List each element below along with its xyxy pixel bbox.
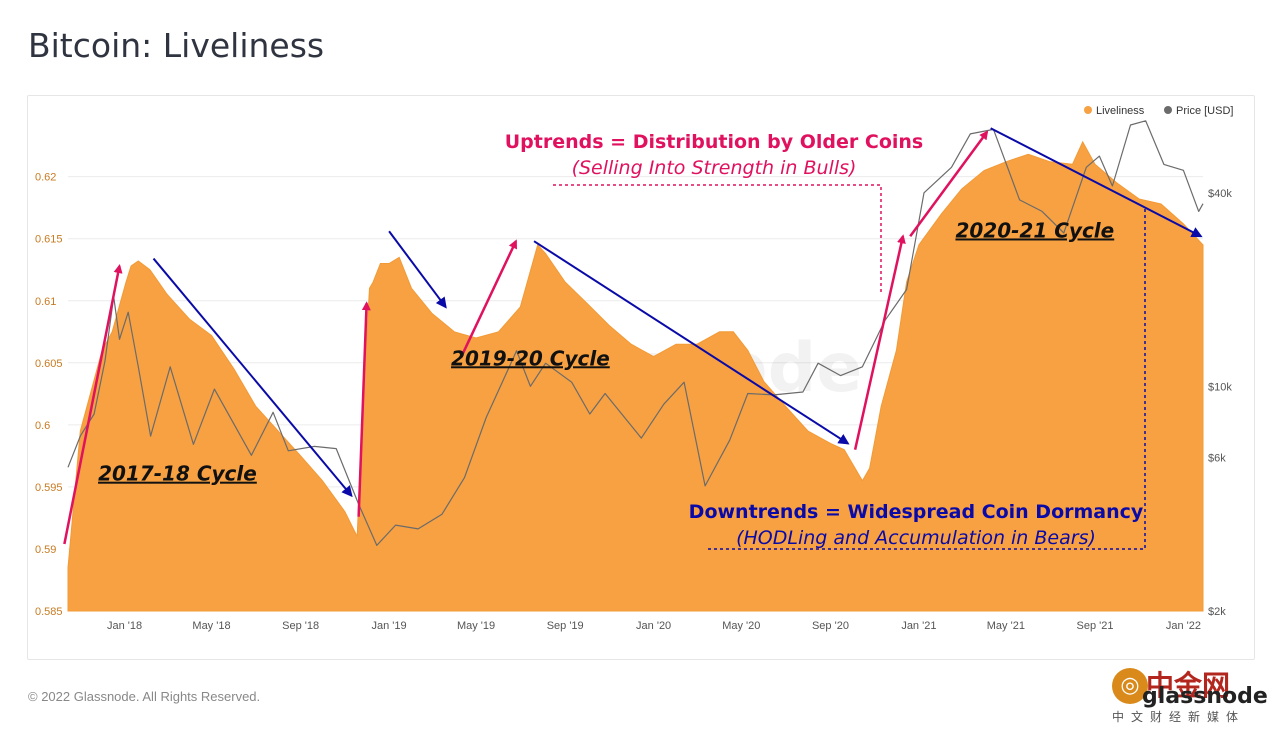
y-left-tick-label: 0.585	[35, 606, 63, 618]
y-left-tick-label: 0.615	[35, 234, 63, 246]
uptrend-arrow	[853, 234, 906, 450]
logo-brand: 中金网	[1146, 669, 1231, 702]
y-left-tick-label: 0.59	[35, 544, 56, 556]
x-tick-label: Sep '18	[282, 620, 319, 632]
cycle-label-1: 2019-20 Cycle	[451, 346, 610, 370]
x-tick-label: Jan '22	[1166, 620, 1201, 632]
downtrend-arrow	[152, 257, 353, 498]
cycle-label-2: 2020-21 Cycle	[955, 218, 1114, 242]
media-logo: ◎ 中金网 glassnode 中文财经新媒体	[1112, 662, 1268, 732]
x-tick-label: May '18	[192, 620, 230, 632]
uptrend-callout-line	[553, 184, 882, 292]
x-tick-label: May '20	[722, 620, 760, 632]
y-left-tick-label: 0.61	[35, 296, 56, 308]
legend-dot-price	[1164, 106, 1172, 114]
y-left-tick-label: 0.62	[35, 172, 56, 184]
axes: 0.585 0.59 0.595 0.6 0.605 0.61 0.615 0.62 $2k $6…	[35, 172, 1232, 632]
liveliness-series	[67, 140, 1204, 612]
logo-badge-icon: ◎	[1112, 668, 1148, 704]
legend-label-liveliness: Liveliness	[1096, 105, 1145, 117]
y-right-tick-label: $10k	[1208, 381, 1232, 393]
x-tick-label: Jan '21	[901, 620, 936, 632]
y-right-tick-label: $6k	[1208, 453, 1226, 465]
x-tick-label: Jan '20	[636, 620, 671, 632]
y-left-tick-label: 0.605	[35, 358, 63, 370]
y-left-tick-label: 0.6	[35, 420, 50, 432]
legend: Liveliness Price [USD]	[1084, 105, 1233, 117]
text-annotations: 2017-18 Cycle 2019-20 Cycle 2020-21 Cycle U…	[98, 131, 1144, 549]
y-left-tick-label: 0.595	[35, 482, 63, 494]
legend-dot-liveliness	[1084, 106, 1092, 114]
x-tick-label: Sep '20	[812, 620, 849, 632]
uptrend-arrow	[459, 239, 518, 359]
page-title: Bitcoin: Liveliness	[28, 26, 325, 65]
uptrend-title: Uptrends = Distribution by Older Coins	[505, 131, 924, 153]
legend-label-price: Price [USD]	[1176, 105, 1233, 117]
y-right-tick-label: $2k	[1208, 606, 1226, 618]
logo-wordmark: glassnode	[1142, 684, 1268, 709]
downtrend-arrow	[533, 240, 850, 445]
x-tick-label: Jan '18	[107, 620, 142, 632]
x-tick-label: May '21	[987, 620, 1025, 632]
x-tick-label: Sep '21	[1077, 620, 1114, 632]
y-right-tick-label: $40k	[1208, 188, 1232, 200]
x-tick-label: Sep '19	[547, 620, 584, 632]
uptrend-subtitle: (Selling Into Strength in Bulls)	[572, 157, 857, 179]
price-line	[67, 120, 1204, 546]
uptrend-arrow	[357, 301, 371, 517]
uptrend-arrow	[909, 130, 989, 237]
uptrend-arrow	[63, 264, 123, 545]
downtrend-arrow	[388, 230, 447, 309]
x-tick-label: Jan '19	[372, 620, 407, 632]
downtrend-arrow	[990, 127, 1203, 238]
cycle-label-0: 2017-18 Cycle	[98, 462, 257, 486]
downtrend-subtitle: (HODLing and Accumulation in Bears)	[736, 527, 1096, 549]
x-tick-label: May '19	[457, 620, 495, 632]
trend-annotations	[63, 127, 1203, 550]
downtrend-title: Downtrends = Widespread Coin Dormancy	[689, 501, 1144, 523]
price-series	[67, 120, 1204, 546]
liveliness-area	[67, 140, 1204, 612]
logo-subtitle: 中文财经新媒体	[1112, 710, 1246, 724]
downtrend-callout-line	[708, 208, 1146, 550]
copyright-text: © 2022 Glassnode. All Rights Reserved.	[28, 689, 261, 704]
